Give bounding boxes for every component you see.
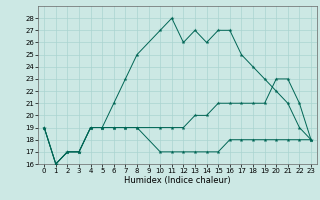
X-axis label: Humidex (Indice chaleur): Humidex (Indice chaleur) xyxy=(124,176,231,185)
